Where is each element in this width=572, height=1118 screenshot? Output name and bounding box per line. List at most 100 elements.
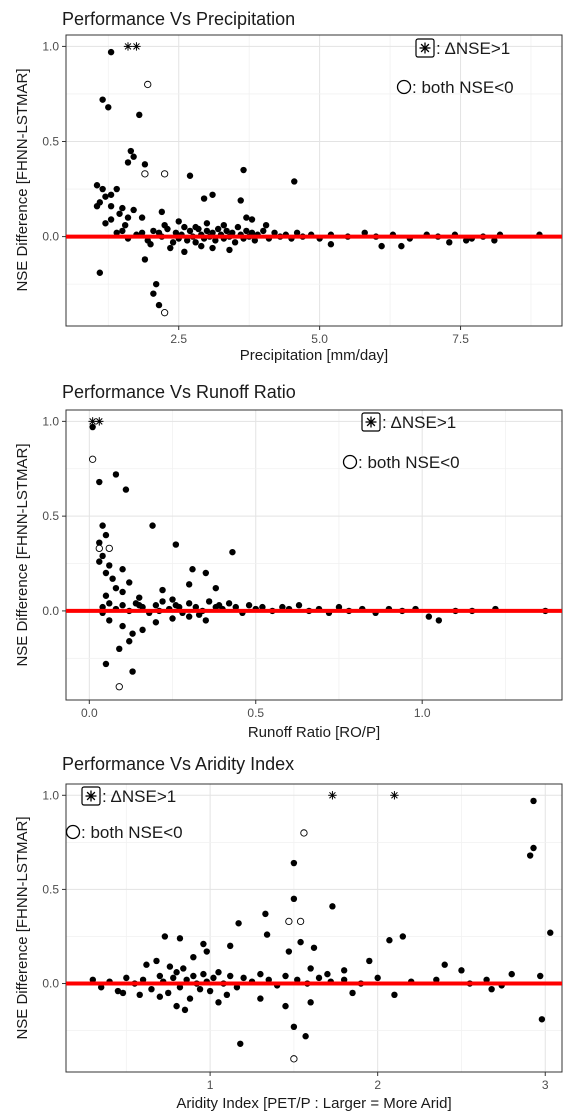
data-point [159,598,166,605]
data-point [265,976,272,983]
delta-gt-1-point [328,791,337,800]
data-point [210,974,217,982]
data-point [165,989,172,997]
data-point [119,602,126,609]
data-point [446,239,453,246]
data-point [386,937,393,944]
data-point [175,603,183,611]
data-point [329,903,336,910]
data-point [106,600,113,607]
data-point [259,603,266,611]
data-point [153,957,160,965]
legend-label-both-negative: : both NSE<0 [412,78,514,97]
data-point [240,166,247,174]
data-point [349,989,356,997]
panel-1: Performance Vs Precipitation 2.5 5.0 7.5 0.0… [14,9,563,364]
data-point [248,216,256,223]
data-point [212,237,219,244]
data-point [105,104,112,111]
points [89,791,554,1063]
data-point [106,617,113,624]
data-point [237,1040,244,1047]
y-tick-label: 0.5 [42,135,59,149]
data-point [136,602,143,609]
panel-border [65,409,563,701]
both-negative-point [88,455,97,463]
data-point [102,193,109,200]
data-point [205,598,213,605]
data-point [156,972,164,980]
data-point [159,586,166,594]
data-point [530,844,537,852]
legend: : ΔNSE>1: both NSE<0 [396,38,514,97]
data-point [126,579,133,586]
panel-title: Performance Vs Aridity Index [62,754,294,774]
delta-gt-1-point [123,42,133,51]
data-point [176,984,184,991]
x-tick-label: 2 [374,1078,381,1092]
data-point [161,933,169,940]
open-circle-icon [65,824,81,840]
data-point [99,522,106,529]
data-point [361,229,368,237]
data-point [378,242,385,250]
x-axis-title: Aridity Index [PET/P : Larger = More Ari… [176,1095,451,1112]
data-point [141,161,149,168]
data-point [99,603,106,611]
data-point [290,859,298,867]
data-point [116,645,123,653]
data-point [172,229,180,237]
data-point [262,910,269,918]
data-point [173,1002,180,1010]
data-point [297,938,304,946]
data-point [526,852,534,859]
x-axis-title: Precipitation [mm/day] [240,347,388,364]
data-point [220,221,228,229]
data-point [537,972,544,980]
both-negative-point [160,170,169,178]
data-point [245,602,253,609]
data-point [89,976,97,983]
data-point [538,1016,546,1023]
data-point [121,221,129,229]
data-point [99,552,106,560]
data-point [186,227,194,235]
x-tick-label: 0.0 [81,706,98,720]
legend-label-delta: : ΔNSE>1 [102,787,176,806]
y-tick-label: 0.5 [42,882,59,896]
legend-label-both-negative: : both NSE<0 [358,453,460,472]
data-point [279,603,286,611]
data-point [107,48,115,56]
y-tick-label: 0.0 [42,230,59,244]
data-point [102,531,110,539]
data-point [119,989,127,997]
grid [66,410,562,700]
data-point [99,96,106,103]
data-point [310,944,318,951]
data-point [129,668,136,675]
data-point [295,602,303,609]
panel-2: Performance Vs Runoff Ratio 0.0 0.5 1.0 0.0 0… [14,382,563,741]
data-point [433,976,440,983]
data-point [547,929,554,936]
data-point [190,972,197,980]
data-point [112,471,120,478]
x-tick-label: 1 [207,1078,214,1092]
data-point [399,933,407,940]
data-point [491,237,498,244]
data-point [229,548,236,556]
data-point [229,229,236,237]
delta-gt-1-point [132,42,141,51]
data-point [243,214,250,221]
data-point [169,615,176,622]
data-point [192,239,199,246]
data-point [200,940,207,948]
data-point [152,602,160,609]
data-point [96,539,103,546]
data-point [189,566,196,573]
data-point [119,566,126,573]
both-negative-point [285,917,293,926]
data-point [107,216,115,223]
data-point [155,301,163,309]
